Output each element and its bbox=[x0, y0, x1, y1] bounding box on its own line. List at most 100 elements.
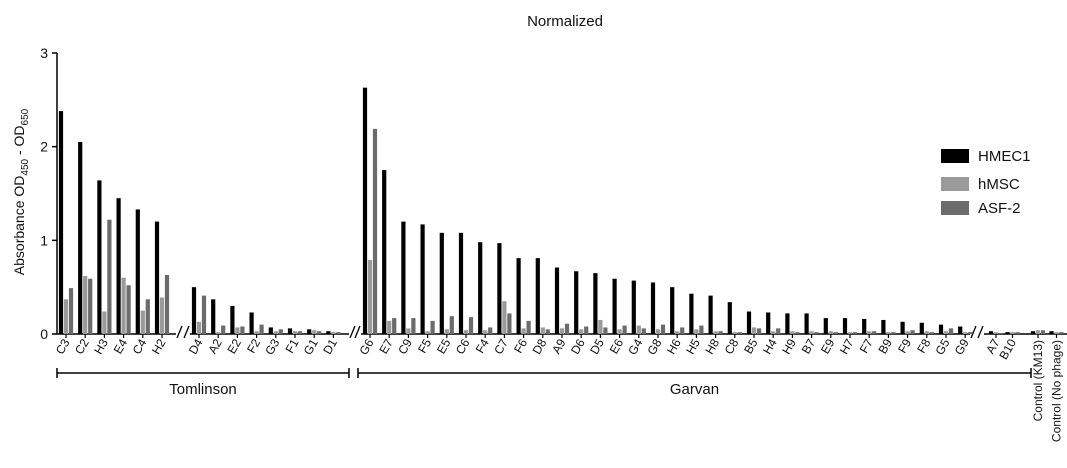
bar-f4-asf-2 bbox=[488, 327, 493, 334]
x-tick-label-e2: E2 bbox=[225, 336, 245, 356]
y-tick-label-0: 0 bbox=[40, 326, 48, 342]
bar-c2-asf-2 bbox=[88, 278, 93, 334]
bar-d4-asf-2 bbox=[201, 295, 207, 334]
bar-a2-hmsc bbox=[216, 332, 221, 334]
bar-c9-hmec1 bbox=[401, 221, 406, 334]
bar-f2-asf-2 bbox=[259, 324, 264, 334]
bar-g8-hmec1 bbox=[650, 282, 656, 334]
x-tick-label-h2: H2 bbox=[149, 336, 169, 357]
bar-b10-hmsc bbox=[1010, 332, 1015, 334]
bar-f1-hmsc bbox=[292, 331, 298, 334]
bar-f4-hmsc bbox=[483, 330, 488, 334]
x-tick-label-g9: G9 bbox=[952, 336, 972, 357]
bar-f1-hmec1 bbox=[287, 328, 293, 334]
bar-h4-asf-2 bbox=[776, 328, 781, 334]
bar-f5-hmsc bbox=[425, 331, 430, 334]
bar-h7-hmec1 bbox=[842, 318, 848, 334]
bar-h2-asf-2 bbox=[164, 274, 170, 334]
x-tick-label-f6: F6 bbox=[511, 336, 530, 355]
bar-c9-asf-2 bbox=[411, 318, 416, 334]
bar-f8-hmsc bbox=[924, 331, 929, 334]
bar-a9-hmec1 bbox=[554, 267, 560, 334]
bar-g5-hmsc bbox=[943, 331, 949, 334]
bar-b5-asf-2 bbox=[756, 328, 762, 334]
x-tick-label-g8: G8 bbox=[644, 336, 664, 357]
bar-control-km13-hmsc bbox=[1035, 330, 1041, 334]
bar-b7-asf-2 bbox=[814, 332, 819, 334]
bar-g6-hmsc bbox=[367, 260, 373, 334]
bar-d5-asf-2 bbox=[603, 327, 608, 334]
bar-g1-hmsc bbox=[312, 330, 317, 334]
y-axis-label-sub1: 450 bbox=[20, 158, 31, 175]
bar-c2-hmec1 bbox=[78, 141, 83, 334]
bar-f8-asf-2 bbox=[929, 332, 934, 334]
bar-h2-hmec1 bbox=[154, 221, 160, 334]
group-label-garvan: Garvan bbox=[670, 381, 719, 398]
bar-f8-hmec1 bbox=[919, 322, 924, 334]
bar-a9-asf-2 bbox=[564, 323, 570, 334]
x-tick-label-f2: F2 bbox=[244, 336, 263, 355]
bar-c6-hmec1 bbox=[458, 232, 464, 334]
x-tick-label-b10: B10 bbox=[996, 336, 1019, 362]
bar-e6-hmsc bbox=[617, 329, 622, 334]
bar-d8-asf-2 bbox=[545, 329, 550, 334]
bar-c8-hmec1 bbox=[727, 302, 732, 334]
bar-c7-hmec1 bbox=[497, 243, 502, 334]
bar-c6-asf-2 bbox=[468, 317, 474, 334]
bar-g3-hmsc bbox=[273, 331, 278, 334]
bar-e7-asf-2 bbox=[392, 318, 397, 334]
x-tick-label-c7: C7 bbox=[491, 336, 511, 357]
bar-f2-hmec1 bbox=[249, 312, 254, 334]
bar-a2-asf-2 bbox=[221, 325, 226, 334]
bar-f9-hmsc bbox=[905, 331, 910, 334]
bar-g9-hmsc bbox=[963, 332, 968, 334]
y-tick-label-1: 1 bbox=[40, 232, 48, 248]
bar-f9-asf-2 bbox=[910, 330, 915, 334]
x-tick-label-e4: E4 bbox=[111, 336, 131, 356]
bar-e9-hmsc bbox=[828, 331, 833, 334]
x-tick-label-c2: C2 bbox=[72, 336, 92, 357]
bar-f5-hmec1 bbox=[420, 224, 425, 334]
bar-e2-hmec1 bbox=[230, 305, 235, 334]
x-tick-label-b9: B9 bbox=[876, 336, 896, 356]
x-tick-label-g4: G4 bbox=[625, 336, 645, 357]
bar-g6-asf-2 bbox=[372, 128, 378, 334]
bar-b9-asf-2 bbox=[891, 332, 896, 334]
bar-f6-hmec1 bbox=[516, 258, 521, 334]
x-tick-label-d8: D8 bbox=[530, 336, 550, 357]
group-label-tomlinson: Tomlinson bbox=[169, 381, 237, 398]
bar-a7-hmec1 bbox=[988, 331, 994, 334]
bar-a7-hmsc bbox=[993, 332, 999, 334]
x-tick-label-c3: C3 bbox=[53, 336, 73, 357]
bar-h5-hmsc bbox=[694, 329, 699, 334]
bar-b10-asf-2 bbox=[1015, 332, 1020, 334]
x-tick-label-g5: G5 bbox=[932, 336, 952, 357]
bar-h4-hmsc bbox=[771, 331, 776, 334]
bars bbox=[58, 87, 1064, 334]
bar-g9-hmec1 bbox=[958, 326, 963, 334]
bar-h4-hmec1 bbox=[766, 312, 771, 334]
axis-break-2-a bbox=[349, 325, 356, 339]
x-tick-label-e9: E9 bbox=[818, 336, 838, 356]
bar-g9-asf-2 bbox=[968, 332, 973, 334]
legend-swatch-hmec1 bbox=[941, 149, 969, 163]
x-tick-label-control-km13: Control (KM13) bbox=[1031, 340, 1045, 421]
bar-e6-asf-2 bbox=[622, 325, 627, 334]
x-tick-label-d4: D4 bbox=[186, 336, 206, 357]
x-tick-label-b5: B5 bbox=[741, 336, 761, 356]
legend-label-asf2: ASF-2 bbox=[978, 200, 1021, 217]
x-tick-label-f7: F7 bbox=[857, 336, 876, 355]
bar-h2-hmsc bbox=[159, 297, 165, 334]
chart-title: Normalized bbox=[527, 13, 603, 30]
legend-swatch-asf2 bbox=[941, 201, 969, 215]
legend-label-hmec1: HMEC1 bbox=[978, 148, 1031, 165]
bar-h8-asf-2 bbox=[718, 331, 723, 334]
x-tick-label-g3: G3 bbox=[262, 336, 282, 357]
bar-h5-hmec1 bbox=[689, 293, 694, 334]
x-tick-label-c8: C8 bbox=[722, 336, 742, 357]
bar-c4-hmec1 bbox=[135, 209, 140, 334]
bar-h6-hmec1 bbox=[670, 287, 675, 334]
bar-b7-hmec1 bbox=[804, 313, 809, 334]
bar-h3-hmec1 bbox=[97, 180, 102, 334]
bar-d6-hmsc bbox=[579, 329, 584, 334]
